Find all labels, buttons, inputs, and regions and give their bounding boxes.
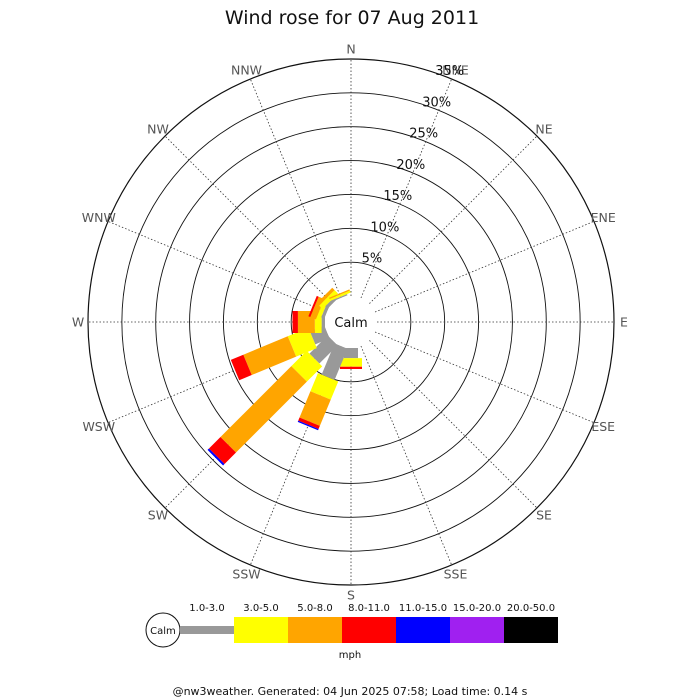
direction-label-sw: SW [148,508,168,523]
direction-spoke [360,345,453,566]
direction-label-ese: ESE [591,419,615,434]
bar-segment [340,366,362,367]
legend-swatch [234,617,288,643]
bar-segment [308,295,319,318]
chart-title: Wind rose for 07 Aug 2011 [225,7,479,29]
direction-spoke [249,78,342,299]
legend-label: 15.0-20.0 [453,603,501,614]
bar-wsw [230,325,330,381]
calm-label: Calm [334,316,367,331]
legend-swatch [342,617,396,643]
legend-swatch [450,617,504,643]
legend-label: 8.0-11.0 [348,603,390,614]
legend-swatch [504,617,558,643]
ring-label: 35% [435,64,464,79]
direction-spoke [360,78,453,299]
grid-ring [87,58,615,586]
legend-unit: mph [339,650,361,661]
bar-nnw [329,289,351,301]
bar-segment [316,287,335,306]
direction-label-s: S [347,588,355,603]
direction-label-ssw: SSW [232,567,260,582]
direction-labels: N NNE NE ENE E ESE SE SSE S SSW SW WSW W WNW NW NNW [72,42,628,603]
legend-label: 11.0-15.0 [399,603,447,614]
bar-segment [230,354,252,381]
direction-spoke [107,220,328,313]
bar-segment [208,436,237,465]
bar-segment [287,327,317,357]
direction-spoke [164,135,333,304]
bar-sw [207,335,338,466]
bar-segment [334,294,348,301]
bar-segment [207,448,225,466]
direction-label-w: W [72,315,84,330]
ring-label: 15% [383,189,412,204]
direction-spoke [374,220,595,313]
legend-label: 3.0-5.0 [243,603,278,614]
legend-swatch [180,626,234,634]
bar-segment [344,348,358,359]
direction-spoke [369,340,538,509]
legend-label: 5.0-8.0 [297,603,332,614]
direction-label-se: SE [536,508,552,523]
direction-spoke [369,135,538,304]
direction-label-wnw: WNW [82,210,116,225]
legend-swatch [396,617,450,643]
bar-segment [321,315,326,329]
bar-segment [310,373,339,400]
bar-segment [297,420,319,431]
ring-label: 25% [409,127,438,142]
direction-label-ne: NE [535,121,552,136]
direction-label-nne: NNE [442,62,469,77]
footer-text: @nw3weather. Generated: 04 Jun 2025 07:5… [173,685,528,698]
bar-segment [340,358,362,367]
grid-ring [189,160,513,484]
bar-segment [299,391,331,426]
bar-segment [298,417,320,430]
direction-label-wsw: WSW [82,419,115,434]
bar-segment [309,335,338,364]
bar-s [340,348,362,369]
legend: Calm 1.0-3.0 3.0-5.0 5.0-8.0 8.0-11.0 11.0-1… [145,603,558,661]
bar-segment [340,366,362,369]
direction-label-n: N [346,42,355,57]
bar-segment [329,290,351,301]
grid-ring [290,261,412,383]
bar-segment [243,336,297,376]
ring-labels: 5% 10% 15% 20% 25% 30% 35% [362,64,465,267]
bar-segment [292,311,298,333]
wind-bars [207,287,362,466]
direction-spoke [374,331,595,424]
ring-label: 20% [396,158,425,173]
bar-ssw [297,343,348,431]
legend-calm-label: Calm [150,626,176,637]
direction-label-ene: ENE [591,210,616,225]
direction-label-e: E [620,315,628,330]
bar-segment [321,343,348,380]
bar-segment [220,366,307,453]
legend-swatch [288,617,342,643]
direction-label-sse: SSE [444,567,468,582]
ring-label: 5% [362,252,383,267]
legend-label: 20.0-50.0 [507,603,555,614]
ring-label: 30% [422,95,451,110]
legend-label: 1.0-3.0 [189,603,224,614]
calm-circle [325,296,377,348]
bar-segment [329,289,350,300]
bar-segment [319,290,338,309]
direction-label-nnw: NNW [231,62,262,77]
direction-label-nw: NW [147,121,169,136]
ring-label: 10% [370,220,399,235]
bar-segment [291,350,323,382]
